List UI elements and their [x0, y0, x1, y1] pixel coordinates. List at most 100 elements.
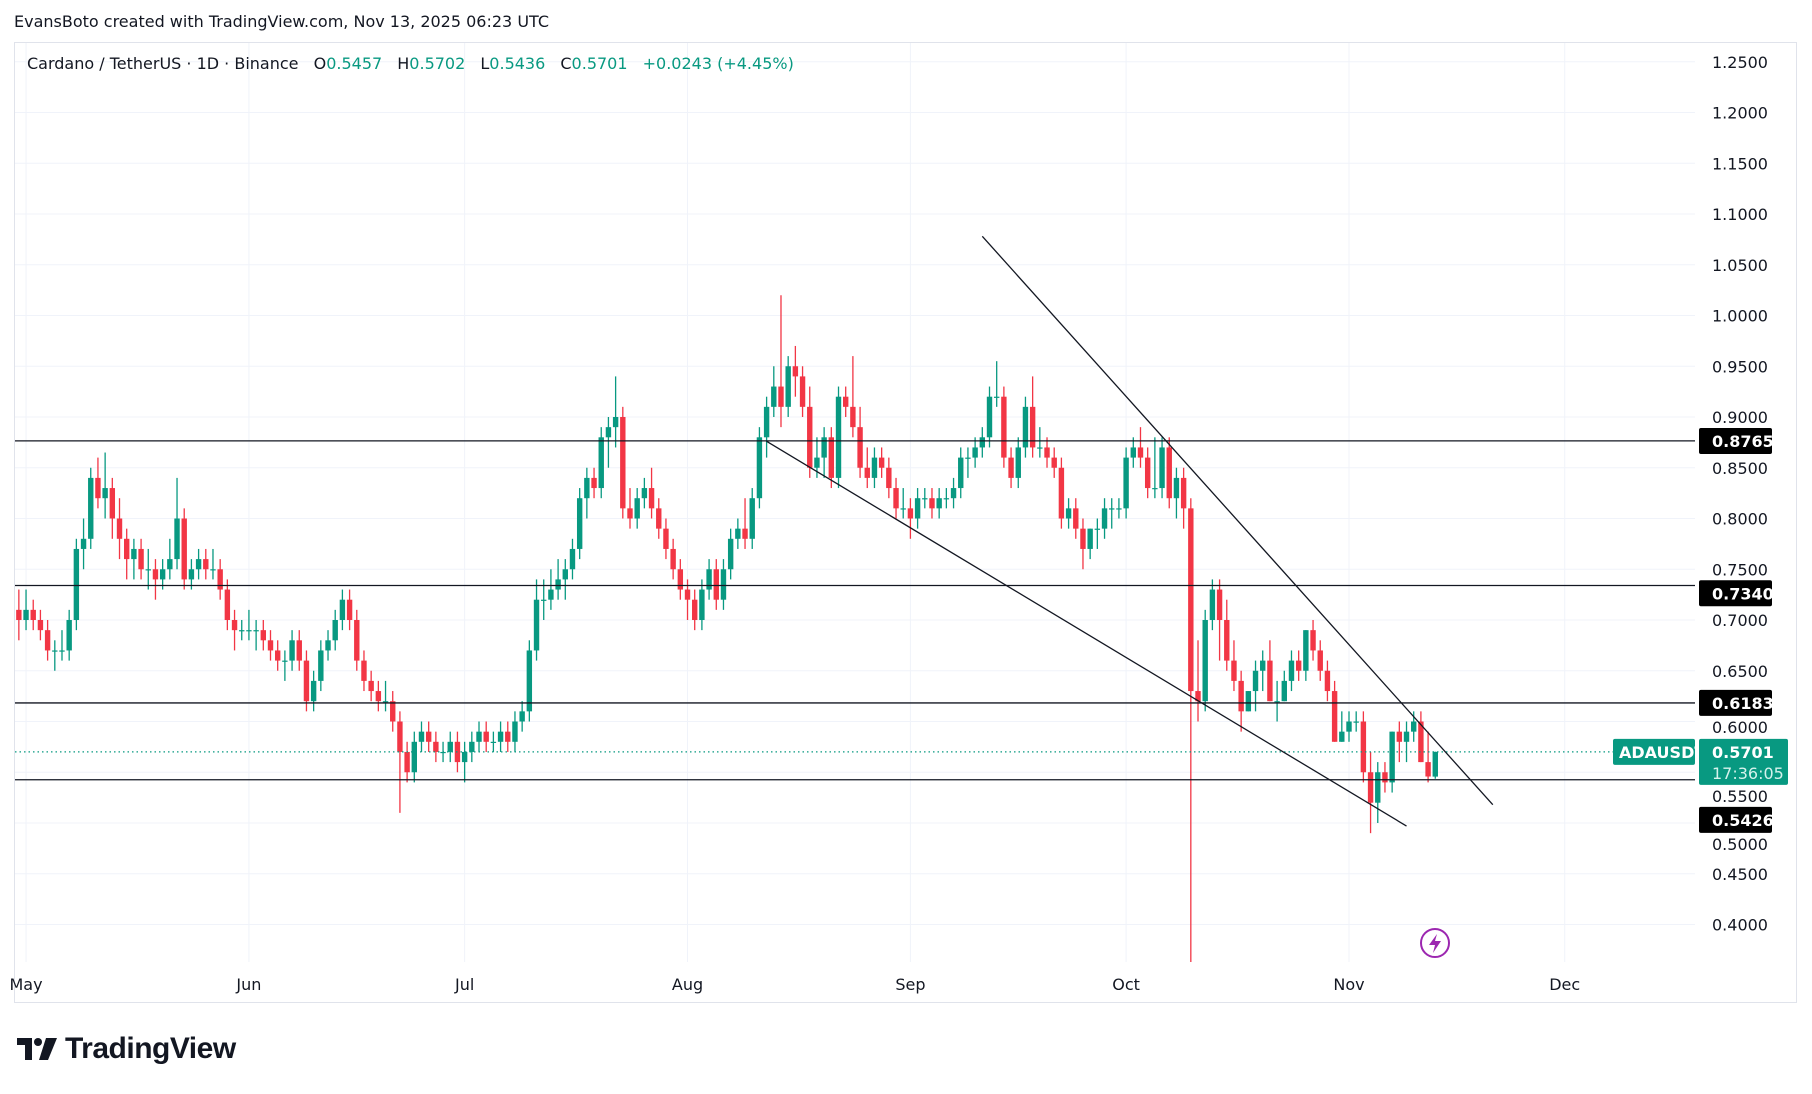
candle-body: [749, 498, 755, 539]
candle-body: [37, 620, 44, 631]
candle-body: [476, 731, 482, 742]
candle-body: [914, 498, 921, 519]
time-tick-label: Oct: [1112, 975, 1140, 994]
candle-body: [878, 457, 885, 468]
candle-body: [325, 640, 331, 651]
candle-body: [979, 437, 986, 448]
candle-body: [634, 498, 640, 519]
candle-body: [310, 680, 317, 702]
last-price-badge: [1699, 738, 1788, 785]
candle-body: [922, 498, 928, 500]
candle-body: [605, 427, 612, 438]
candle-body: [972, 447, 978, 458]
candle-body: [231, 620, 238, 631]
candle-body: [318, 650, 324, 681]
chart-frame: [14, 42, 1797, 1003]
candle-body: [1432, 751, 1438, 777]
candle-body: [497, 731, 504, 742]
candle-body: [124, 538, 130, 560]
candle-body: [763, 406, 770, 438]
time-tick-label: Sep: [895, 975, 925, 994]
candle-body: [936, 498, 942, 509]
candle-body: [167, 559, 173, 570]
candle-body: [88, 477, 94, 539]
price-tick-label: 0.8500: [1712, 459, 1768, 478]
tradingview-logo[interactable]: TradingView: [17, 1032, 236, 1066]
open-value: 0.5457: [326, 54, 383, 73]
candle-body: [1224, 620, 1230, 661]
candle-body: [1008, 457, 1014, 478]
candle-body: [404, 751, 410, 773]
candle-body: [188, 569, 195, 580]
candle-body: [332, 620, 338, 641]
candle-body: [80, 538, 87, 549]
candle-body: [533, 599, 540, 651]
drawings: [15, 235, 1695, 827]
candle-body: [1209, 589, 1216, 620]
symbol-name[interactable]: Cardano / TetherUS · 1D · Binance: [27, 54, 299, 73]
price-tick-label: 0.9500: [1712, 357, 1768, 376]
candle-body: [44, 630, 51, 651]
candle-body: [1382, 772, 1388, 783]
candle-body: [756, 437, 763, 499]
high-value: 0.5702: [409, 54, 466, 73]
candle-body: [886, 467, 892, 489]
close-label: C: [560, 54, 572, 73]
low-value: 0.5436: [489, 54, 546, 73]
level-price-label: 0.6183: [1712, 694, 1774, 713]
candle-body: [30, 609, 36, 620]
candle-body: [490, 741, 497, 743]
candle-body: [1252, 670, 1259, 692]
candle-body: [1231, 660, 1237, 681]
candle-body: [648, 488, 655, 509]
candle-body: [576, 498, 583, 549]
candle-body: [893, 488, 899, 509]
candle-body: [1295, 660, 1302, 671]
candle-body: [864, 467, 870, 478]
candle-body: [1245, 691, 1252, 712]
candle-body: [296, 640, 302, 661]
candle-body: [843, 396, 849, 407]
candle-body: [418, 731, 425, 742]
candle-body: [368, 680, 374, 692]
price-tick-label: 1.0000: [1712, 307, 1768, 326]
candle-body: [375, 691, 382, 702]
open-label: O: [313, 54, 327, 73]
time-axis: May Jun Jul Aug Sep Oct Nov Dec: [10, 975, 1581, 994]
candle-body: [850, 406, 856, 428]
chart-caption: EvansBoto created with TradingView.com, …: [14, 12, 550, 31]
candle-body: [1310, 630, 1316, 651]
candle-body: [1080, 528, 1086, 549]
candle-body: [541, 599, 547, 601]
candle-body: [1058, 467, 1065, 519]
candle-body: [569, 548, 576, 570]
candle-body: [1425, 762, 1431, 777]
candle-body: [102, 488, 108, 499]
price-tick-label: 0.4000: [1712, 916, 1768, 935]
candle-body: [1346, 721, 1352, 732]
candle-body: [907, 508, 914, 519]
candle-body: [684, 589, 691, 600]
candle-body: [1288, 660, 1295, 681]
candle-body: [425, 731, 432, 742]
candle-body: [1094, 528, 1101, 530]
candle-body: [1101, 508, 1108, 529]
candle-body: [1303, 630, 1309, 671]
candle-body: [1367, 772, 1374, 803]
candle-body: [174, 518, 180, 560]
candle-body: [303, 660, 310, 702]
countdown-label: 17:36:05: [1712, 764, 1784, 783]
candle-body: [1087, 528, 1093, 549]
candle-body: [807, 406, 813, 468]
candle-body: [929, 498, 935, 509]
candle-body: [993, 396, 1000, 398]
level-price-badge: [1699, 689, 1772, 716]
candle-body: [116, 518, 123, 539]
candle-body: [1216, 589, 1223, 620]
candle-body: [1317, 650, 1323, 671]
level-price-label: 0.8765: [1712, 432, 1774, 451]
candle-body: [1123, 457, 1129, 509]
candle-body: [16, 609, 22, 620]
last-price-label: 0.5701: [1712, 743, 1774, 762]
